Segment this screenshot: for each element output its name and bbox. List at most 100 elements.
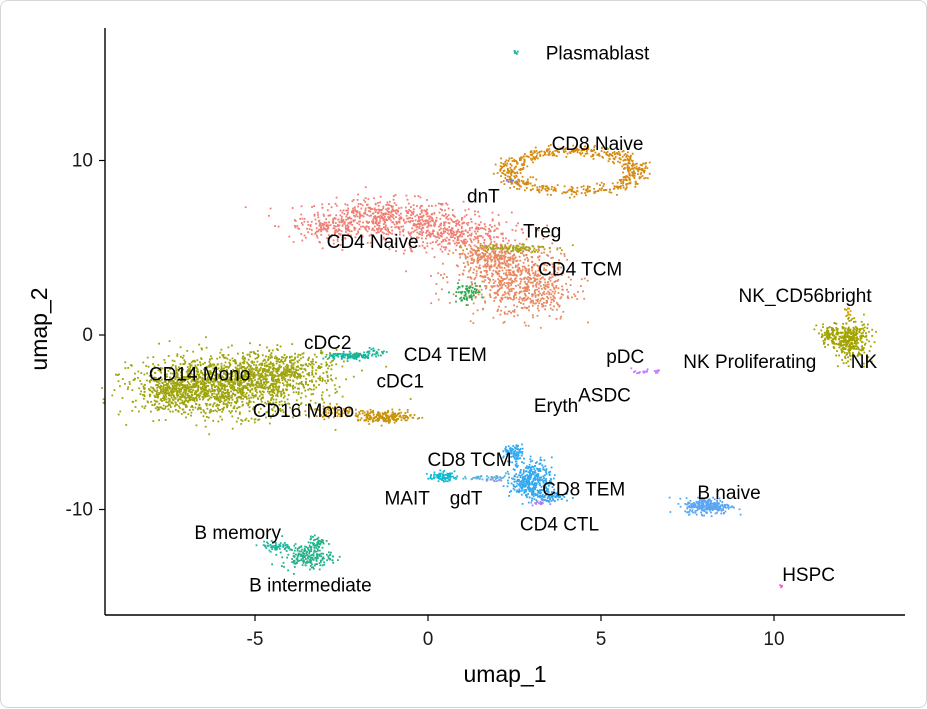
data-point	[186, 392, 189, 395]
data-point	[265, 380, 267, 383]
data-point	[368, 414, 370, 417]
data-point	[204, 395, 207, 398]
data-point	[272, 369, 275, 372]
data-point	[557, 263, 560, 265]
data-point	[534, 146, 537, 149]
data-point	[282, 370, 285, 373]
data-point	[488, 269, 491, 271]
data-point	[426, 215, 429, 218]
data-point	[409, 414, 411, 417]
data-point	[494, 254, 497, 256]
data-point	[461, 217, 464, 219]
data-point	[391, 412, 394, 414]
data-point	[547, 254, 550, 257]
data-point	[142, 385, 145, 388]
data-point	[468, 270, 470, 273]
data-point	[536, 314, 539, 317]
data-point	[382, 420, 385, 422]
data-point	[326, 209, 329, 212]
data-point	[186, 400, 189, 403]
data-point	[510, 284, 513, 287]
data-point	[508, 158, 511, 160]
data-point	[505, 221, 508, 224]
data-point	[444, 246, 447, 249]
data-point	[475, 272, 478, 275]
data-point	[425, 235, 428, 237]
data-point	[168, 391, 171, 394]
data-point	[397, 412, 400, 415]
data-point	[443, 273, 446, 276]
data-point	[215, 370, 217, 373]
data-point	[251, 367, 254, 370]
data-point	[217, 363, 220, 366]
data-point	[477, 235, 479, 238]
data-point	[526, 278, 529, 281]
data-point	[334, 413, 336, 416]
data-point	[152, 379, 155, 382]
data-point	[308, 362, 311, 365]
data-point	[355, 415, 358, 418]
data-point	[442, 239, 445, 241]
data-point	[175, 408, 177, 411]
data-point	[550, 194, 552, 196]
data-point	[238, 367, 241, 370]
data-point	[223, 367, 225, 370]
data-point	[469, 285, 472, 287]
data-point	[209, 358, 211, 361]
data-point	[628, 166, 630, 169]
data-point	[186, 394, 189, 397]
data-point	[341, 215, 343, 218]
data-point	[475, 226, 478, 229]
data-point	[601, 187, 603, 190]
data-point	[549, 303, 552, 306]
data-point	[556, 308, 558, 311]
data-point	[270, 352, 273, 354]
data-point	[507, 291, 510, 294]
data-point	[613, 162, 615, 165]
data-point	[382, 223, 385, 225]
data-point	[326, 230, 329, 233]
data-point	[338, 221, 341, 224]
data-point	[503, 256, 506, 259]
data-point	[285, 374, 288, 377]
data-point	[234, 383, 236, 385]
data-point	[351, 412, 354, 415]
data-point	[272, 379, 275, 381]
data-point	[191, 405, 193, 407]
data-point	[231, 379, 233, 382]
data-point	[268, 214, 270, 217]
data-point	[553, 288, 556, 290]
data-point	[490, 285, 493, 288]
data-point	[529, 281, 532, 284]
data-point	[532, 264, 535, 266]
data-point	[194, 406, 197, 409]
data-point	[512, 262, 515, 264]
data-point	[522, 163, 525, 165]
data-point	[284, 373, 287, 376]
data-point	[521, 175, 524, 178]
data-point	[330, 206, 333, 209]
data-point	[261, 375, 263, 378]
data-point	[345, 209, 348, 212]
data-point	[425, 219, 428, 222]
data-point	[251, 392, 254, 395]
data-point	[632, 174, 635, 176]
data-point	[343, 409, 346, 412]
data-point	[276, 367, 279, 370]
data-point	[477, 210, 479, 213]
data-point	[188, 394, 191, 397]
data-point	[472, 253, 474, 256]
data-point	[277, 358, 280, 361]
data-point	[492, 285, 495, 288]
data-point	[243, 362, 245, 365]
data-point	[121, 378, 124, 380]
data-point	[238, 371, 241, 374]
data-point	[364, 211, 366, 214]
data-point	[350, 217, 353, 220]
data-point	[509, 258, 512, 261]
data-point	[234, 388, 236, 391]
data-point	[545, 292, 548, 295]
data-point	[347, 225, 350, 228]
data-point	[190, 380, 193, 383]
data-point	[344, 226, 347, 229]
